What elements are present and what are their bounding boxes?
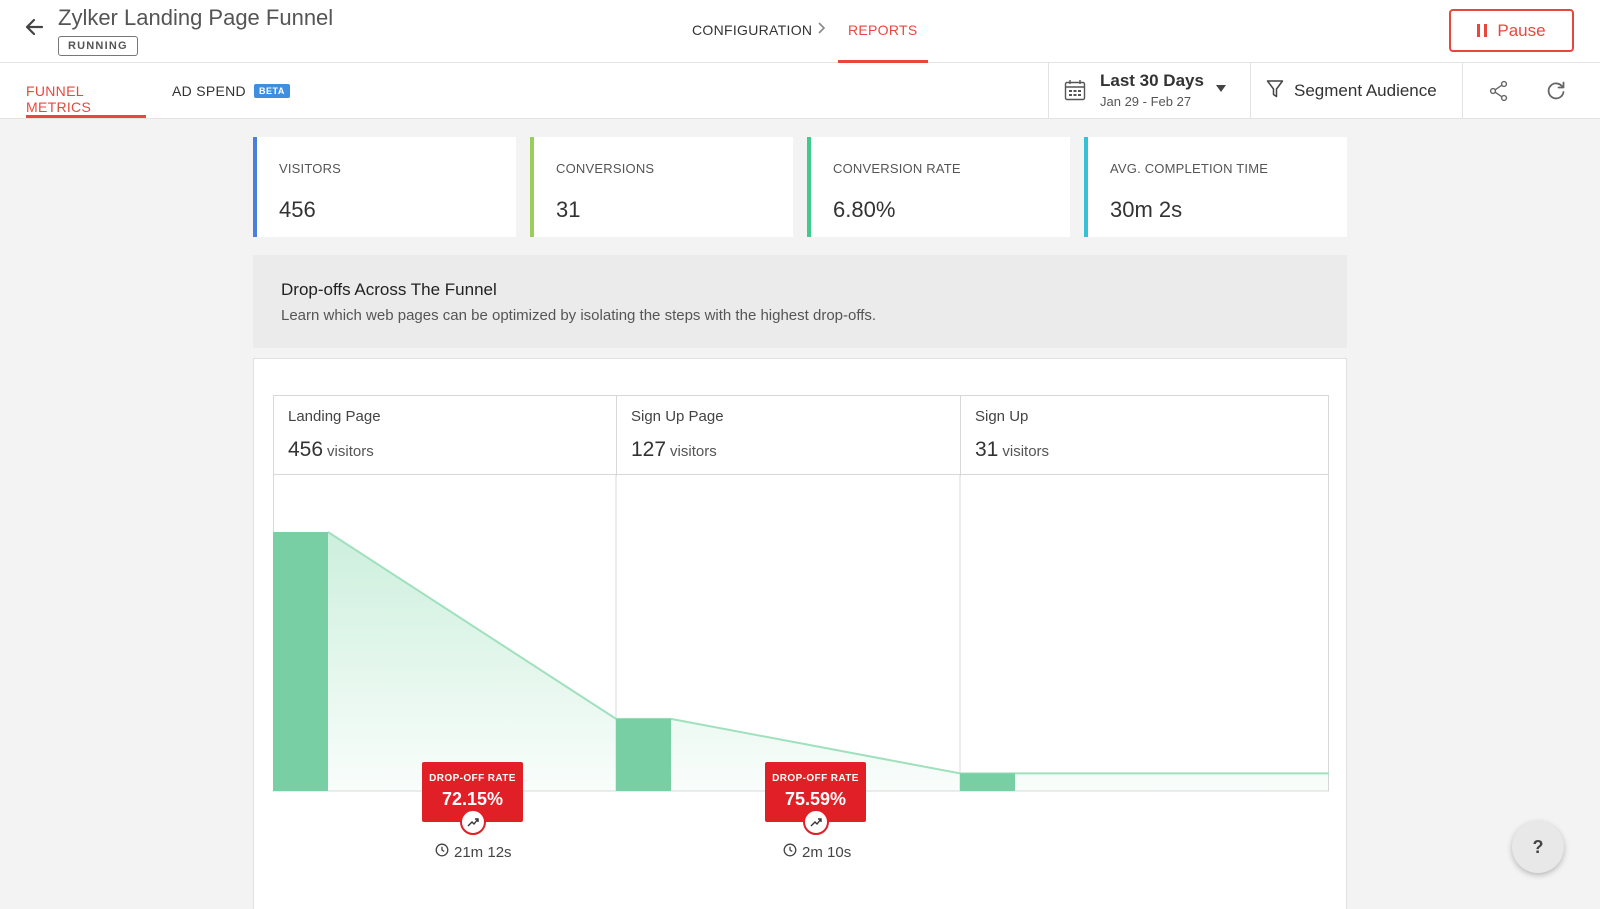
dropoff-time-value: 2m 10s [802,843,852,861]
metric-value: 30m 2s [1110,197,1183,222]
trend-up-icon [803,809,829,835]
segment-audience-label: Segment Audience [1294,81,1437,100]
date-range-dates: Jan 29 - Feb 27 [1100,94,1192,109]
metric-value: 6.80% [833,197,896,222]
metric-card-visitors: VISITORS 456 [253,137,516,237]
clock-icon [435,843,449,861]
metric-label: CONVERSION RATE [833,161,961,176]
dropoff-time-1: 21m 12s [435,843,512,861]
back-arrow-icon[interactable] [22,14,48,40]
step-visitor-count: 127 visitors [631,438,717,462]
step-name: Sign Up Page [631,408,724,425]
step-count-value: 127 [631,438,667,461]
date-range-label: Last 30 Days [1100,71,1204,90]
pause-button[interactable]: Pause [1449,9,1574,52]
metric-label: CONVERSIONS [556,161,655,176]
step-count-value: 31 [975,438,999,461]
section-description: Learn which web pages can be optimized b… [281,307,877,324]
refresh-icon[interactable] [1543,78,1569,104]
pause-label: Pause [1497,20,1546,40]
clock-icon [783,843,797,861]
tab-ad-spend[interactable]: AD SPEND BETA [172,63,290,118]
dropoff-time-value: 21m 12s [454,843,512,861]
status-badge: RUNNING [58,36,138,56]
share-icon[interactable] [1486,78,1512,104]
funnel-steps-header: Landing Page 456 visitors Sign Up Page 12… [273,395,1329,476]
filter-icon [1266,79,1284,104]
metric-card-conversion-rate: CONVERSION RATE 6.80% [807,137,1070,237]
trend-up-icon [460,809,486,835]
metric-value: 456 [279,197,316,222]
tab-funnel-metrics[interactable]: FUNNEL METRICS [26,63,146,118]
funnel-step-sign-up: Sign Up 31 visitors [961,396,1328,476]
dropoff-label: DROP-OFF RATE [429,773,516,784]
step-count-value: 456 [288,438,324,461]
metric-label: AVG. COMPLETION TIME [1110,161,1269,176]
divider [1250,63,1251,118]
dropoff-rate: 72.15% [441,789,504,809]
dropoff-time-2: 2m 10s [783,843,851,861]
page-title: Zylker Landing Page Funnel [58,5,334,30]
metric-card-avg-completion-time: AVG. COMPLETION TIME 30m 2s [1084,137,1347,237]
funnel-step-sign-up-page: Sign Up Page 127 visitors [617,396,961,476]
tab-ad-spend-label: AD SPEND [172,83,246,99]
step-count-unit: visitors [670,443,717,460]
dropoff-badge-2[interactable]: DROP-OFF RATE 75.59% [765,762,866,835]
dropoff-label: DROP-OFF RATE [772,773,859,784]
calendar-icon [1064,79,1086,101]
beta-badge: BETA [253,84,290,98]
funnel-chart-area [273,475,1329,791]
metric-label: VISITORS [279,161,342,176]
step-count-unit: visitors [327,443,374,460]
help-button[interactable]: ? [1512,821,1564,873]
report-toolbar: FUNNEL METRICS AD SPEND BETA Last 30 Days… [0,63,1600,119]
dropoff-info-banner: Drop-offs Across The Funnel Learn which … [253,255,1347,348]
chevron-right-icon [815,20,829,36]
date-range-picker[interactable]: Last 30 Days Jan 29 - Feb 27 [1064,69,1229,113]
funnel-step-landing-page: Landing Page 456 visitors [274,396,617,476]
divider [1048,63,1049,118]
step-name: Sign Up [975,408,1029,425]
top-header: Zylker Landing Page Funnel RUNNING CONFI… [0,0,1600,63]
section-title: Drop-offs Across The Funnel [281,280,497,299]
step-visitor-count: 456 visitors [288,438,374,462]
metric-value: 31 [556,197,581,222]
divider [1462,63,1463,118]
metric-card-conversions: CONVERSIONS 31 [530,137,793,237]
step-visitor-count: 31 visitors [975,438,1049,462]
chevron-down-icon [1216,85,1226,92]
breadcrumb-reports[interactable]: REPORTS [838,0,928,63]
step-name: Landing Page [288,408,381,425]
step-count-unit: visitors [1002,443,1050,460]
pause-icon [1477,24,1488,37]
segment-audience-button[interactable]: Segment Audience [1266,78,1437,104]
breadcrumb-configuration[interactable]: CONFIGURATION [692,22,813,38]
dropoff-badge-1[interactable]: DROP-OFF RATE 72.15% [422,762,523,835]
dropoff-rate: 75.59% [784,789,847,809]
